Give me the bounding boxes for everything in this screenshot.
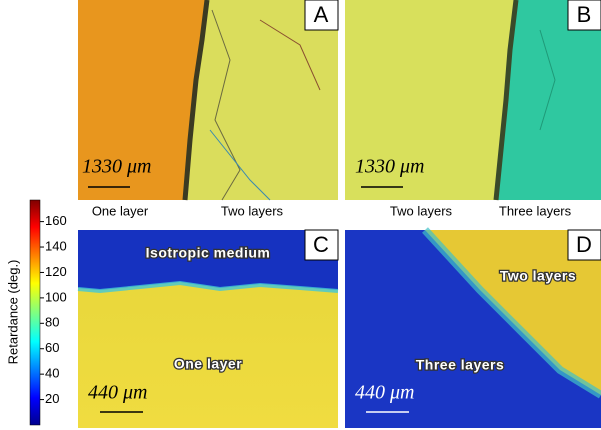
overlay-label: Three layers xyxy=(416,357,505,373)
colorbar-tick-label: 140 xyxy=(45,238,67,253)
scale-bar-label: 440 μm xyxy=(355,382,414,404)
overlay-label: Isotropic medium xyxy=(146,245,271,261)
panel-a: A 1330 μm xyxy=(78,0,338,200)
colorbar: Retardance (deg.) 20 40 60 80 100 120 140 160 xyxy=(5,200,66,425)
colorbar-tick-label: 80 xyxy=(45,315,59,330)
panel-caption: Two layers xyxy=(390,203,453,218)
panel-letter: C xyxy=(313,232,329,257)
panel-c: C Isotropic medium One layer 440 μm xyxy=(78,230,338,428)
colorbar-tick-label: 160 xyxy=(45,213,67,228)
figure: A 1330 μm One layer Two layers B 1330 μm… xyxy=(0,0,601,430)
overlay-label: One layer xyxy=(174,356,242,372)
panel-letter: D xyxy=(576,232,592,257)
scale-bar-label: 440 μm xyxy=(88,382,147,404)
panel-letter: A xyxy=(314,2,329,27)
colorbar-tick-label: 60 xyxy=(45,340,59,355)
colorbar-tick-label: 40 xyxy=(45,366,59,381)
panel-d: D Two layers Three layers 440 μm xyxy=(345,230,601,428)
panel-caption: Two layers xyxy=(221,203,284,218)
panel-caption: Three layers xyxy=(499,203,572,218)
colorbar-tick-label: 100 xyxy=(45,289,67,304)
colorbar-label: Retardance (deg.) xyxy=(5,260,20,365)
scale-bar-label: 1330 μm xyxy=(355,156,424,178)
colorbar-tick-label: 20 xyxy=(45,391,59,406)
panel-b: B 1330 μm xyxy=(345,0,601,200)
overlay-label: Two layers xyxy=(500,268,576,284)
panel-letter: B xyxy=(577,2,592,27)
scale-bar-label: 1330 μm xyxy=(82,156,151,178)
colorbar-tick-label: 120 xyxy=(45,264,67,279)
panel-caption: One layer xyxy=(92,203,149,218)
